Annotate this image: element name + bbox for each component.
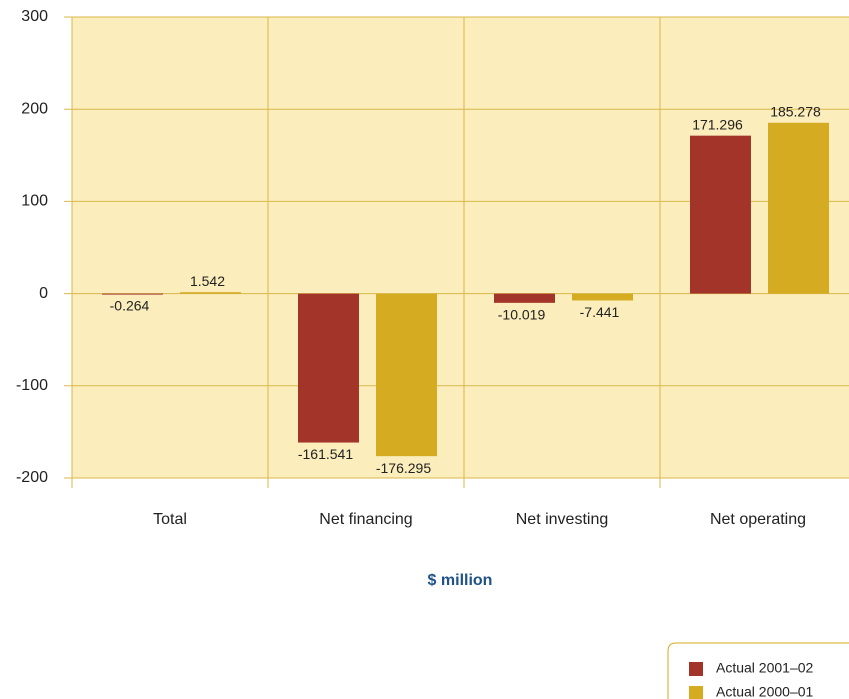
value-label: -7.441 xyxy=(580,304,620,320)
x-tick-label: Net operating xyxy=(710,511,806,528)
value-label: 1.542 xyxy=(190,273,225,289)
bar xyxy=(690,135,751,294)
legend-swatch xyxy=(689,686,703,699)
y-tick-label: 100 xyxy=(21,193,48,210)
y-tick-label: 300 xyxy=(21,8,48,25)
bar xyxy=(376,293,437,457)
legend-box xyxy=(667,642,849,699)
legend-label: Actual 2001–02 xyxy=(716,660,814,676)
bar xyxy=(298,293,359,443)
value-label: 185.278 xyxy=(770,103,821,119)
value-label: -0.264 xyxy=(110,298,150,314)
x-tick-label: Total xyxy=(153,511,187,528)
legend-swatch xyxy=(689,662,703,676)
y-tick-label: -100 xyxy=(16,377,48,394)
legend-label: Actual 2000–01 xyxy=(716,684,814,699)
value-label: 171.296 xyxy=(692,116,743,132)
bar xyxy=(180,292,241,294)
bar xyxy=(768,122,829,294)
y-tick-label: 0 xyxy=(39,285,48,302)
x-axis-label: $ million xyxy=(428,572,493,589)
y-tick-label: 200 xyxy=(21,100,48,117)
value-label: -10.019 xyxy=(498,307,546,323)
x-tick-label: Net financing xyxy=(319,511,412,528)
bar xyxy=(494,293,555,303)
y-tick-label: -200 xyxy=(16,469,48,486)
x-tick-label: Net investing xyxy=(516,511,609,528)
value-label: -176.295 xyxy=(376,460,431,476)
bar xyxy=(572,293,633,301)
value-label: -161.541 xyxy=(298,446,353,462)
bar xyxy=(102,293,163,295)
